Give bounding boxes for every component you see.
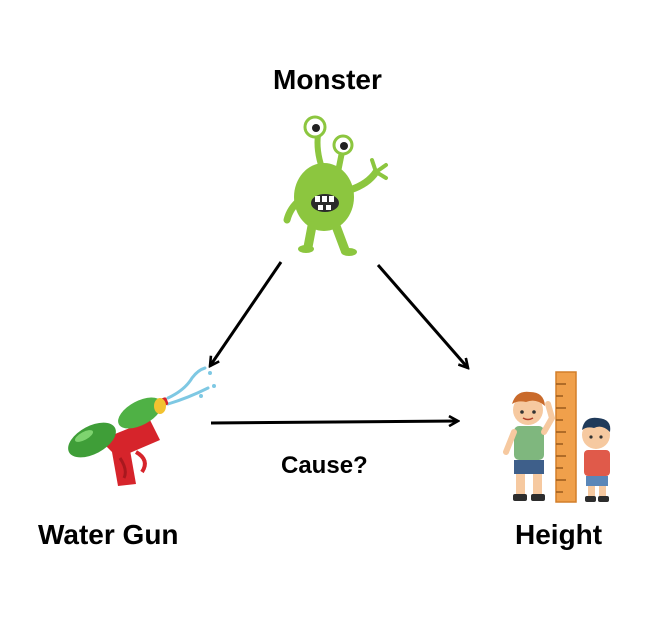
monster-label: Monster bbox=[273, 64, 382, 95]
water-gun-icon bbox=[68, 366, 216, 486]
arrow-monster-to-watergun bbox=[210, 261, 283, 366]
cause-edge-label: Cause? bbox=[281, 452, 368, 479]
height-chart-icon bbox=[503, 371, 611, 503]
arrow-monster-to-height bbox=[376, 264, 468, 368]
arrow-watergun-to-height bbox=[210, 421, 458, 423]
height-label: Height bbox=[515, 519, 603, 550]
monster-icon bbox=[283, 115, 388, 256]
water-gun-label: Water Gun bbox=[38, 519, 179, 550]
